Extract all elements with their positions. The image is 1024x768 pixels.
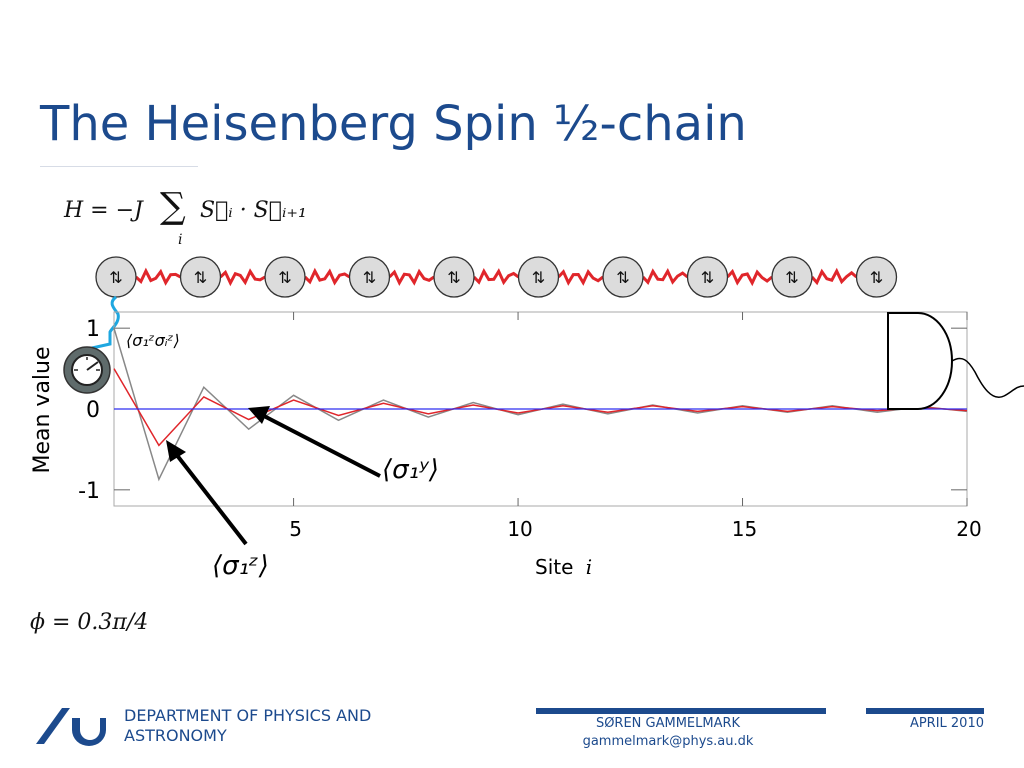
spin-site [855,256,898,298]
sigma-y-label: ⟨σ₁ʸ⟩ [382,455,439,485]
x-axis-label-variable: i [586,555,592,579]
x-axis-label-text: Site [535,555,573,579]
spin-sites: ⇅ ⇅ ⇅ ⇅ ⇅ ⇅ ⇅ ⇅ ⇅ ⇅ [95,256,898,298]
arrow-sigma-z [166,440,248,546]
spin-site [771,256,813,298]
sum-symbol: ∑ [160,186,186,227]
spin-bond [726,268,773,287]
y-tick-label: -1 [78,479,100,504]
spin-site [602,256,644,298]
correlator-label: ⟨σ₁ᶻσᵢᶻ⟩ [126,331,180,350]
spin-site [686,256,729,298]
series-line-1 [113,368,968,447]
slide-title: The Heisenberg Spin ½-chain [40,96,747,152]
y-tick-label: 1 [86,317,100,342]
spin-bonds [134,267,858,287]
spin-bond [810,267,858,286]
spin-bond [219,268,266,287]
hamiltonian-lhs: H = −J [64,198,143,223]
spin-arrow-icon: ⇅ [870,268,883,287]
spin-bond [388,268,435,287]
spin-arrow-icon: ⇅ [616,268,629,287]
spin-arrow-icon: ⇅ [278,268,291,287]
hamiltonian-rhs: S⃗ᵢ · S⃗ᵢ₊₁ [200,198,307,223]
detector-gate-icon [887,312,1024,410]
spin-bond [303,267,351,286]
x-tick-label: 5 [289,517,302,541]
footer-email: gammelmark@phys.au.dk [582,734,754,749]
spin-bond [641,267,689,285]
spin-arrow-icon: ⇅ [701,268,714,287]
spin-chain-figure: ⇅ ⇅ ⇅ ⇅ ⇅ ⇅ ⇅ ⇅ ⇅ ⇅ 5 10 15 2010-1 Mean value Site i… [30,256,1024,581]
x-axis-label: Site i [535,555,592,579]
x-tick-label: 20 [956,517,981,541]
y-axis-label: Mean value [30,346,55,473]
spin-arrow-icon: ⇅ [532,268,545,287]
gauge-icon [63,346,111,394]
arrow-sigma-y [248,406,381,478]
spin-arrow-icon: ⇅ [109,268,122,287]
spin-bond [134,267,182,286]
axis-tick-labels: 5 10 15 2010-1 [78,317,982,541]
measurement-cable [91,295,120,350]
x-tick-label: 15 [732,517,757,541]
spin-bond [557,269,604,286]
spin-site [348,256,391,298]
footer-author: SØREN GAMMELMARK [595,716,741,731]
sum-index: i [178,232,183,248]
spin-site [264,256,306,298]
footer-bar-author [536,708,826,714]
series-line-0 [113,327,968,482]
data-series [113,327,968,482]
footer-department-line2: ASTRONOMY [124,726,227,745]
spin-arrow-icon: ⇅ [194,268,207,287]
spin-bond [472,267,520,286]
y-tick-label: 0 [86,398,100,423]
spin-arrow-icon: ⇅ [363,268,376,287]
footer-department: DEPARTMENT OF PHYSICS AND ASTRONOMY [124,706,371,746]
sigma-z-label: ⟨σ₁ᶻ⟩ [212,551,269,581]
title-underline [40,166,198,167]
spin-site [517,256,560,298]
footer-date: APRIL 2010 [909,716,984,731]
spin-arrow-icon: ⇅ [447,268,460,287]
x-tick-label: 10 [507,517,532,541]
phi-label: ϕ = 0.3π/4 [30,610,149,635]
footer-bar-date [866,708,984,714]
spin-site [433,256,475,298]
spin-site [179,256,222,298]
footer-department-line1: DEPARTMENT OF PHYSICS AND [124,706,372,725]
au-logo-icon [36,708,106,746]
spin-arrow-icon: ⇅ [785,268,798,287]
